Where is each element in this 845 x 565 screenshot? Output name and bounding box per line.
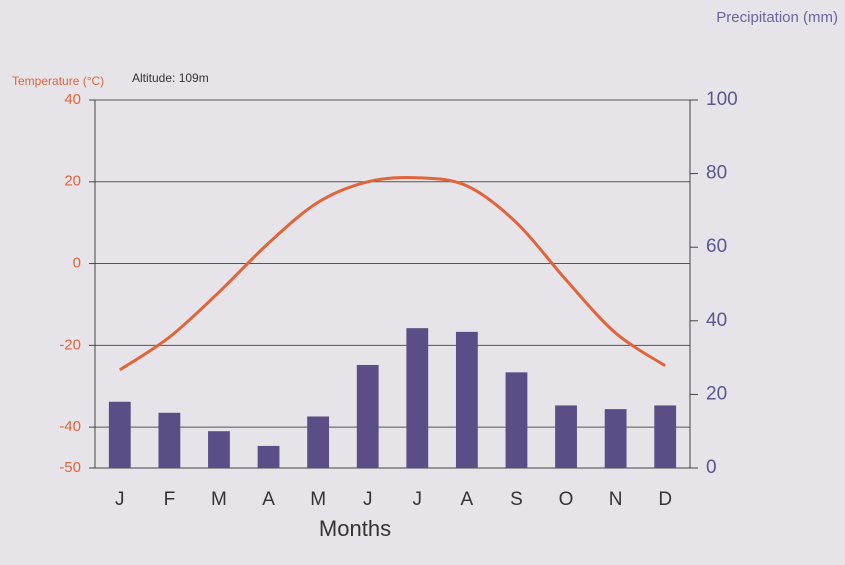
x-tick-label: M [211,489,227,510]
bar [505,372,528,468]
y-axis-label: Temperature (°C) [12,74,104,88]
y-tick-label: 40 [64,91,81,108]
bar [307,416,330,468]
y2-tick-label: 20 [706,383,727,404]
x-tick-label: F [164,489,176,510]
y-tick-label: 20 [64,173,81,190]
bar [208,431,230,468]
bar [257,445,280,468]
bar [455,331,478,468]
y2-tick-label: 100 [706,89,738,110]
y2-axis-label: Precipitation (mm) [716,9,838,26]
bar [406,328,429,468]
bar [555,405,577,468]
bar [158,412,181,468]
y-tick-label: 0 [73,255,81,272]
y-tick-label: -50 [59,459,81,476]
x-tick-label: D [658,489,672,510]
x-tick-label: J [115,489,125,510]
x-tick-label: J [413,489,423,510]
y2-tick-label: 60 [706,236,727,257]
y2-tick-label: 80 [706,163,727,184]
x-tick-label: M [310,489,326,510]
y2-tick-label: 40 [706,310,727,331]
bar [604,409,627,468]
x-tick-label: J [363,489,373,510]
x-tick-label: N [609,489,623,510]
x-tick-label: A [262,489,275,510]
x-tick-label: S [510,489,523,510]
y-tick-label: -20 [59,336,81,353]
bar [108,401,131,468]
bar [356,364,379,468]
annotation: Altitude: 109m [132,71,209,85]
y-tick-label: -40 [59,418,81,435]
bar [654,405,677,468]
x-tick-label: O [559,489,574,510]
x-tick-label: A [461,489,474,510]
temperature-line [118,175,667,372]
y2-tick-label: 0 [706,457,717,478]
x-axis-label: Months [319,516,391,541]
